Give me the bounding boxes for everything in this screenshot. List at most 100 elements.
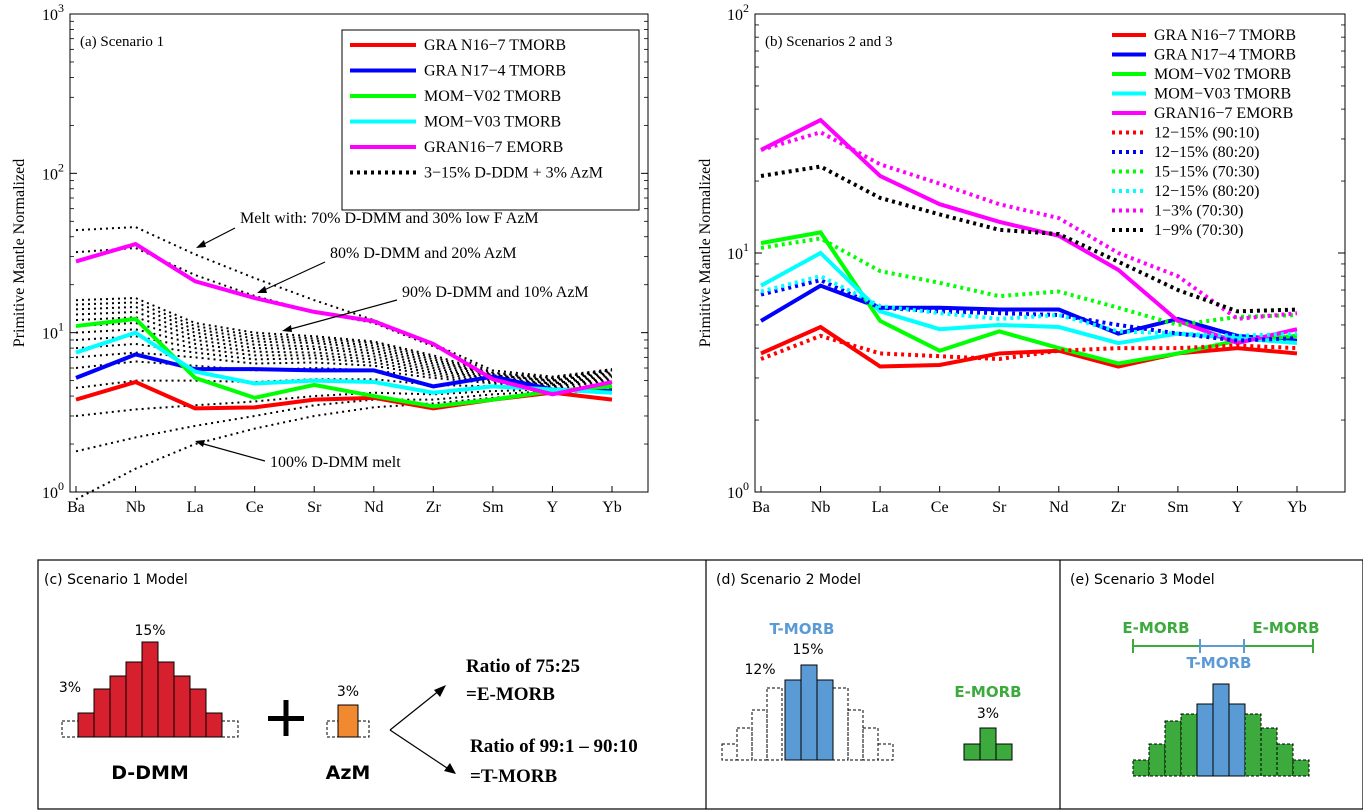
- ddmm-bar: [93, 688, 111, 738]
- x-tick-label: Nd: [1049, 499, 1069, 516]
- legend-label: 12−15% (80:20): [1154, 144, 1259, 161]
- x-tick-label: Zr: [1111, 499, 1127, 516]
- series-line: [760, 278, 1298, 343]
- emorb-bar: [1164, 720, 1182, 777]
- pct-3-label: 3%: [59, 680, 81, 696]
- emorb-bar: [1276, 743, 1294, 777]
- y-tick-label: 102: [42, 160, 64, 183]
- pct-azm-label: 3%: [337, 684, 359, 700]
- legend-label: GRAN16−7 EMORB: [1154, 105, 1293, 122]
- legend-label: 3−15% D-DDM + 3% AzM: [424, 165, 603, 182]
- x-tick-label: Yb: [602, 499, 622, 516]
- y-tick-label: 102: [727, 1, 749, 24]
- annotation-100: 100% D-DMM melt: [270, 454, 401, 471]
- series-line: [760, 164, 1298, 314]
- arrowhead-70: [196, 240, 206, 248]
- model-curve: [75, 321, 613, 385]
- emorb-histogram: [963, 727, 1013, 761]
- model-curve: [75, 226, 613, 378]
- panel-c-label: (c) Scenario 1 Model: [44, 572, 188, 588]
- x-tick-label: Nd: [364, 499, 384, 516]
- legend-label: GRA N16−7 TMORB: [424, 37, 566, 54]
- x-tick-label: Sr: [992, 499, 1007, 516]
- x-tick-label: Sm: [482, 499, 504, 516]
- ratio-emorb-line2: =E-MORB: [466, 684, 555, 705]
- legend-label: 15−15% (70:30): [1154, 164, 1259, 181]
- azm-label: AzM: [326, 762, 371, 784]
- ddmm-bar: [157, 661, 175, 738]
- ratio-tmorb-line2: =T-MORB: [470, 766, 558, 787]
- legend-label: MOM−V03 TMORB: [1154, 86, 1291, 103]
- arrow-100: [199, 442, 266, 462]
- x-tick-label: Sr: [307, 499, 322, 516]
- model-curve: [75, 310, 613, 382]
- panel-d-label: (d) Scenario 2 Model: [716, 572, 861, 588]
- plot-frame-b: [754, 13, 1346, 493]
- emorb-bar: [995, 743, 1013, 761]
- tmorb-bar: [816, 679, 834, 761]
- dashed-bar: [877, 743, 894, 761]
- dashed-bar: [61, 720, 79, 738]
- emorb-right-label: E-MORB: [1252, 619, 1319, 637]
- x-tick-label: Zr: [426, 499, 442, 516]
- series-line: [759, 283, 1298, 343]
- arrow-90: [286, 299, 398, 331]
- arrowhead-down: [444, 763, 456, 774]
- legend-label: 1−3% (70:30): [1154, 203, 1243, 220]
- emorb-bar: [1180, 713, 1198, 777]
- emorb-bar: [1260, 727, 1278, 777]
- y-axis-label-a: Primitive Mantle Normalized: [11, 159, 28, 347]
- ddmm-bar: [109, 675, 127, 738]
- annotation-90: 90% D-DMM and 10% AzM: [402, 284, 589, 301]
- x-tick-label: Ce: [931, 499, 949, 516]
- x-tick-label: Y: [1232, 499, 1244, 516]
- x-tick-label: Y: [547, 499, 559, 516]
- series-line: [75, 241, 613, 397]
- panel-label-b: (b) Scenarios 2 and 3: [765, 34, 892, 50]
- series-lines-a: [75, 241, 613, 411]
- panel-c: (c) Scenario 1 Model 15% 3% D-DMM 3% AzM…: [44, 572, 638, 787]
- legend-label: GRA N16−7 TMORB: [1154, 27, 1296, 44]
- emorb-left-label: E-MORB: [1122, 619, 1189, 637]
- series-line: [760, 117, 1298, 346]
- ddmm-bar: [205, 712, 223, 738]
- emorb-bar: [1292, 759, 1310, 777]
- legend-label: MOM−V02 TMORB: [1154, 66, 1291, 83]
- pct-12-d: 12%: [744, 662, 775, 678]
- model-curve: [75, 297, 613, 379]
- azm-bar: [337, 704, 359, 738]
- x-tick-label: Ce: [246, 499, 264, 516]
- emorb-label-d: E-MORB: [954, 683, 1021, 701]
- series-line: [75, 316, 613, 409]
- arrowhead-up: [434, 685, 446, 697]
- emorb-bar: [1148, 743, 1166, 777]
- model-panels: (c) Scenario 1 Model 15% 3% D-DMM 3% AzM…: [37, 559, 1363, 810]
- y-axis-label-b: Primitive Mantle Normalized: [697, 159, 714, 347]
- series-line: [760, 230, 1298, 366]
- tmorb-histogram: [721, 664, 894, 761]
- ddmm-bar: [77, 712, 95, 738]
- emorb-bar: [979, 727, 997, 761]
- series-lines-b: [759, 117, 1298, 369]
- azm-dashed-right: [357, 720, 370, 738]
- series-line: [760, 333, 1298, 362]
- emorb-bar: [1244, 713, 1262, 777]
- tmorb-bar: [800, 664, 818, 761]
- azm-dashed-left: [326, 720, 339, 738]
- x-tick-label: Ba: [752, 499, 770, 516]
- panel-d: (d) Scenario 2 Model T-MORB 15% 12% E-MO…: [716, 572, 1022, 761]
- ddmm-bar: [125, 661, 143, 738]
- ratio-tmorb-line1: Ratio of 99:1 – 90:10: [470, 736, 638, 757]
- legend-label: MOM−V02 TMORB: [424, 88, 561, 105]
- y-tick-label: 100: [727, 479, 749, 502]
- axes-b: Ba Nb La Ce Sr Nd Zr Sm Y Yb 100 101 102: [727, 1, 1345, 516]
- arrow-down: [389, 729, 451, 771]
- x-tick-label: Nb: [126, 499, 146, 516]
- x-tick-label: Sm: [1167, 499, 1189, 516]
- tmorb-bar: [1228, 703, 1246, 777]
- legend-label: 12−15% (80:20): [1154, 183, 1259, 200]
- legend-label: GRA N17−4 TMORB: [1154, 47, 1296, 64]
- model-curve: [75, 316, 613, 384]
- legend-label: 12−15% (90:10): [1154, 125, 1259, 142]
